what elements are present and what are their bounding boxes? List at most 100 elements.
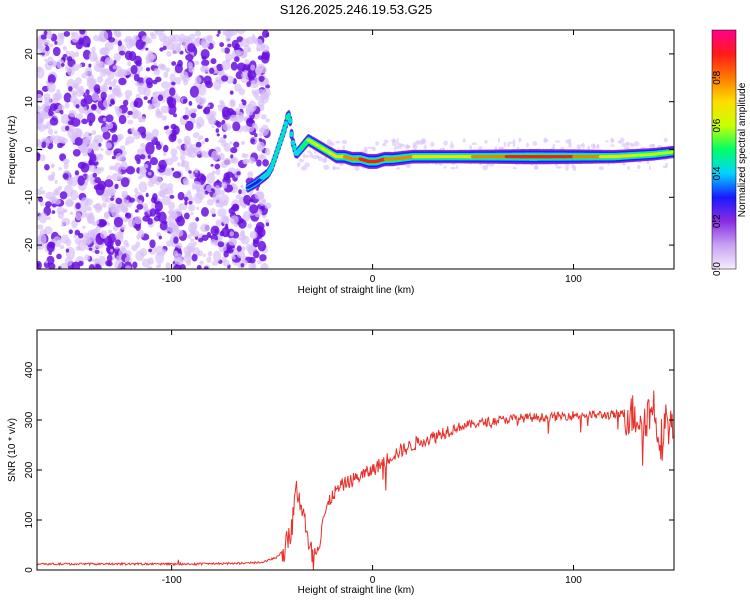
noise-blob: [47, 174, 55, 181]
noise-blob: [138, 181, 148, 193]
noise-blob: [126, 114, 130, 118]
noise-blob: [202, 253, 207, 257]
noise-blob: [165, 67, 171, 73]
noise-blob: [216, 179, 220, 184]
noise-blob: [77, 161, 86, 169]
noise-blob: [76, 113, 84, 120]
noise-blob: [139, 154, 146, 160]
noise-blob: [572, 165, 577, 172]
noise-blob: [145, 192, 149, 198]
noise-blob: [125, 136, 135, 144]
noise-blob: [337, 166, 340, 170]
noise-blob: [101, 202, 107, 208]
noise-blob: [180, 154, 186, 162]
noise-blob: [225, 223, 229, 228]
noise-blob: [41, 85, 49, 92]
noise-blob: [37, 196, 44, 203]
noise-blob: [75, 104, 80, 109]
noise-blob: [44, 260, 49, 264]
noise-blob: [134, 198, 140, 203]
noise-blob: [122, 99, 129, 107]
noise-blob: [136, 148, 144, 156]
noise-blob: [102, 117, 107, 122]
noise-blob: [60, 110, 64, 115]
noise-blob: [102, 99, 110, 108]
noise-blob: [94, 249, 100, 255]
noise-blob: [125, 265, 132, 269]
noise-blob: [93, 56, 99, 62]
noise-blob: [60, 113, 69, 125]
noise-blob: [105, 114, 114, 123]
noise-blob: [240, 50, 247, 59]
noise-blob: [194, 76, 202, 85]
noise-blob: [193, 146, 202, 155]
noise-blob: [118, 114, 127, 125]
noise-blob: [145, 47, 149, 51]
noise-blob: [152, 193, 158, 201]
noise-blob: [47, 74, 56, 85]
noise-blob: [72, 149, 81, 157]
ridge-cell: [290, 141, 296, 145]
noise-blob: [201, 140, 205, 145]
noise-blob: [188, 66, 195, 73]
noise-blob: [471, 142, 478, 146]
noise-blob: [57, 142, 63, 149]
noise-blob: [166, 42, 175, 51]
noise-blob: [147, 265, 153, 269]
noise-blob: [100, 47, 110, 56]
colorbar-tick-label: 0.4: [712, 166, 723, 180]
y-tick-label: 200: [24, 461, 35, 478]
noise-blob: [165, 125, 170, 130]
noise-blob: [335, 140, 341, 144]
noise-blob: [396, 167, 401, 170]
noise-blob: [264, 202, 272, 209]
noise-blob: [423, 144, 427, 150]
noise-blob: [157, 111, 162, 116]
noise-blob: [149, 157, 159, 166]
noise-blob: [174, 257, 184, 265]
noise-blob: [64, 102, 70, 109]
noise-blob: [45, 45, 50, 52]
colorbar-tick-label: 0.8: [712, 70, 723, 84]
noise-blob: [147, 171, 152, 176]
noise-blob: [178, 42, 182, 47]
spectrogram-y-axis-label: Frequency (Hz): [7, 116, 18, 185]
spectrogram-y-ticks: -20 -10 0 10 20: [24, 48, 674, 252]
noise-blob: [147, 99, 151, 104]
noise-blob: [196, 264, 202, 269]
noise-blob: [88, 63, 92, 68]
noise-blob: [443, 140, 448, 146]
noise-blob: [104, 179, 114, 188]
noise-blob: [191, 231, 196, 235]
noise-blob: [215, 219, 222, 227]
noise-blob: [100, 251, 104, 255]
noise-blob: [188, 204, 196, 212]
noise-blob: [190, 221, 198, 230]
ridge-cell: [280, 132, 286, 135]
noise-blob: [125, 243, 130, 248]
noise-blob: [254, 89, 260, 96]
noise-blob: [79, 30, 86, 35]
noise-blob: [135, 60, 142, 67]
noise-blob: [192, 181, 202, 190]
noise-blob: [153, 91, 158, 96]
noise-blob: [231, 39, 239, 49]
noise-blob: [238, 189, 242, 195]
noise-blob: [82, 225, 86, 229]
noise-blob: [37, 110, 47, 120]
noise-blob: [40, 34, 47, 40]
noise-blob: [156, 264, 160, 269]
colorbar-ticks: 0.0 0.2 0.4 0.6 0.8: [712, 70, 723, 276]
noise-blob: [236, 62, 246, 72]
noise-blob: [341, 139, 348, 145]
noise-blob: [232, 203, 239, 210]
noise-blob: [503, 141, 506, 148]
noise-blob: [204, 190, 209, 195]
ridge-cell: [276, 144, 282, 148]
noise-blob: [153, 67, 161, 76]
x-tick-label: -100: [162, 575, 182, 586]
noise-blob: [176, 215, 185, 227]
noise-blob: [235, 111, 245, 123]
noise-blob: [46, 241, 55, 253]
noise-blob: [37, 260, 42, 269]
